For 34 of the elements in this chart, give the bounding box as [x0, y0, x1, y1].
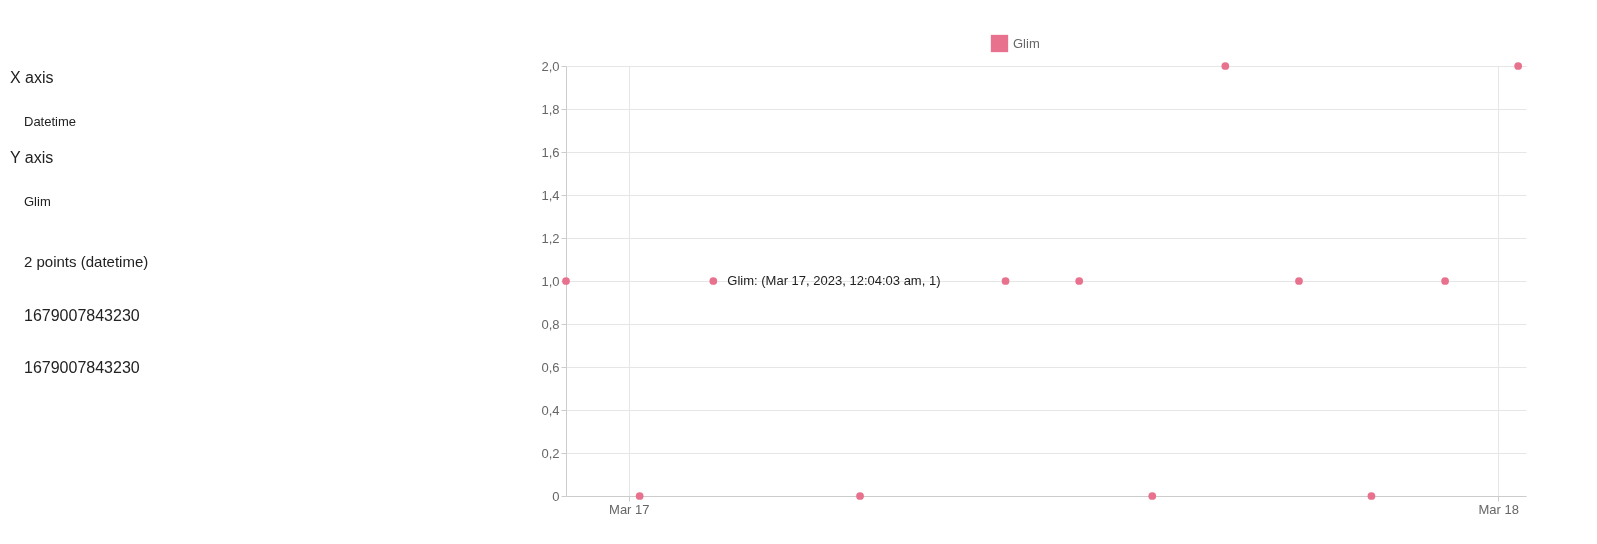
text: 2 points (datetime) [24, 253, 149, 270]
point [709, 277, 718, 285]
y-tick-label: 0,2 [541, 445, 560, 461]
text: Y axis [10, 149, 54, 166]
x-tick-label: Mar 18 [1478, 501, 1519, 517]
y-tick-label: 1,2 [541, 230, 560, 246]
y-tick-label: 2,0 [541, 58, 560, 74]
y-tick-label: 0,6 [541, 359, 560, 375]
text: 1679007843230 [24, 307, 140, 324]
y-tick-label: 1,8 [541, 101, 560, 117]
y-tick-label: 1,6 [541, 144, 560, 160]
point [1367, 492, 1376, 500]
y-tick-label: 1,4 [541, 187, 560, 203]
point [1514, 62, 1523, 70]
text: X axis [10, 69, 54, 86]
text: 1679007843230 [24, 359, 140, 376]
y-tick-label: 0 [552, 488, 560, 504]
point [562, 277, 570, 285]
legend-label: Glim [1013, 35, 1040, 51]
annotation: Glim: (Mar 17, 2023, 12:04:03 am, 1) [727, 273, 941, 288]
y-tick-label: 0,4 [541, 402, 560, 418]
y-tick-label: 0,8 [541, 316, 560, 332]
point [1295, 277, 1303, 285]
point [1075, 277, 1084, 285]
point [1148, 492, 1157, 500]
text: Datetime [24, 114, 77, 129]
point [1221, 62, 1230, 70]
text: Glim [24, 194, 51, 209]
point [856, 492, 864, 500]
point [635, 492, 644, 500]
y-tick-label: 1,0 [541, 273, 560, 289]
x-tick-label: Mar 17 [609, 501, 650, 517]
point [1001, 277, 1010, 285]
point [1441, 277, 1449, 285]
